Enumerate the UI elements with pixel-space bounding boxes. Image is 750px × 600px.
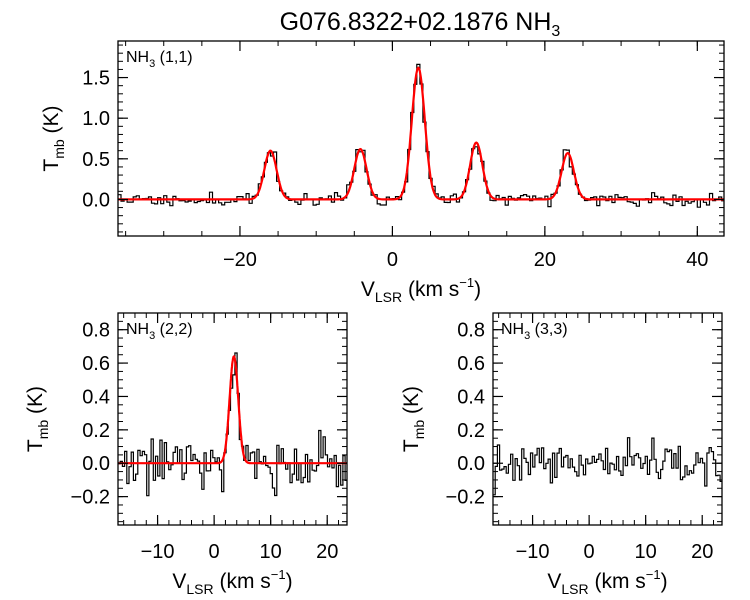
y-tick-label: 0.4 bbox=[82, 386, 110, 408]
y-tick-label: −0.2 bbox=[71, 487, 110, 509]
x-tick-label: 20 bbox=[316, 541, 338, 563]
x-tick-label: 20 bbox=[691, 541, 713, 563]
plot-frame bbox=[117, 40, 725, 237]
y-tick-label: 0.6 bbox=[457, 353, 485, 375]
y-tick-label: −0.2 bbox=[446, 487, 485, 509]
plot-frame bbox=[492, 312, 723, 526]
panel-label: NH3 (2,2) bbox=[126, 321, 193, 342]
y-tick-label: 1.5 bbox=[82, 68, 110, 90]
x-tick-label: 0 bbox=[209, 541, 220, 563]
y-tick-label: 0.0 bbox=[82, 453, 110, 475]
panel-nh3-22: −10 0 10 20 −0.2 0.0 0.2 0.4 0.6 0.8 NH3 (2,2) VLSR… bbox=[24, 312, 348, 597]
x-tick-label: 40 bbox=[686, 249, 708, 271]
gaussian-fit-line bbox=[118, 355, 347, 465]
y-tick-label: 1.0 bbox=[82, 108, 110, 130]
x-axis-label: VLSR (km s−1) bbox=[547, 567, 667, 597]
y-tick-label: 0.8 bbox=[457, 320, 485, 342]
observed-spectrum-line bbox=[118, 352, 347, 497]
x-axis-label: VLSR (km s−1) bbox=[172, 567, 292, 597]
x-axis-label: VLSR (km s−1) bbox=[361, 275, 481, 305]
figure-title: G076.8322+02.1876 NH3 bbox=[280, 8, 561, 40]
y-axis-label: Tmb (K) bbox=[24, 386, 51, 452]
gaussian-fit-line bbox=[118, 66, 724, 201]
figure-title-subscript: 3 bbox=[551, 23, 560, 40]
x-tick-label: 10 bbox=[260, 541, 282, 563]
x-tick-label: 0 bbox=[387, 249, 398, 271]
x-tick-label: 20 bbox=[534, 249, 556, 271]
figure-title-main: G076.8322+02.1876 NH bbox=[280, 8, 552, 36]
y-axis-label: Tmb (K) bbox=[400, 386, 427, 452]
panel-nh3-11: −20 0 20 40 0.0 0.5 1.0 1.5 NH3 (1,1) VLSR (km s−… bbox=[40, 40, 725, 305]
y-tick-label: 0.6 bbox=[82, 353, 110, 375]
x-tick-label: −10 bbox=[516, 541, 550, 563]
y-tick-label: 0.0 bbox=[457, 453, 485, 475]
y-axis-label: Tmb (K) bbox=[40, 105, 67, 171]
x-tick-label: −20 bbox=[223, 249, 257, 271]
panel-nh3-33: −10 0 10 20 −0.2 0.0 0.2 0.4 0.6 0.8 NH3 (3,3) VLSR… bbox=[400, 312, 723, 597]
y-tick-label: 0.0 bbox=[82, 189, 110, 211]
y-tick-label: 0.4 bbox=[457, 386, 485, 408]
y-tick-label: 0.2 bbox=[457, 420, 485, 442]
observed-spectrum-line bbox=[493, 437, 722, 496]
plot-frame bbox=[117, 312, 348, 526]
y-tick-label: 0.8 bbox=[82, 320, 110, 342]
x-tick-label: 10 bbox=[635, 541, 657, 563]
y-tick-label: 0.2 bbox=[82, 420, 110, 442]
panel-label: NH3 (3,3) bbox=[501, 321, 568, 342]
x-tick-label: −10 bbox=[141, 541, 175, 563]
x-tick-label: 0 bbox=[584, 541, 595, 563]
y-tick-label: 0.5 bbox=[82, 149, 110, 171]
panel-label: NH3 (1,1) bbox=[126, 49, 193, 70]
